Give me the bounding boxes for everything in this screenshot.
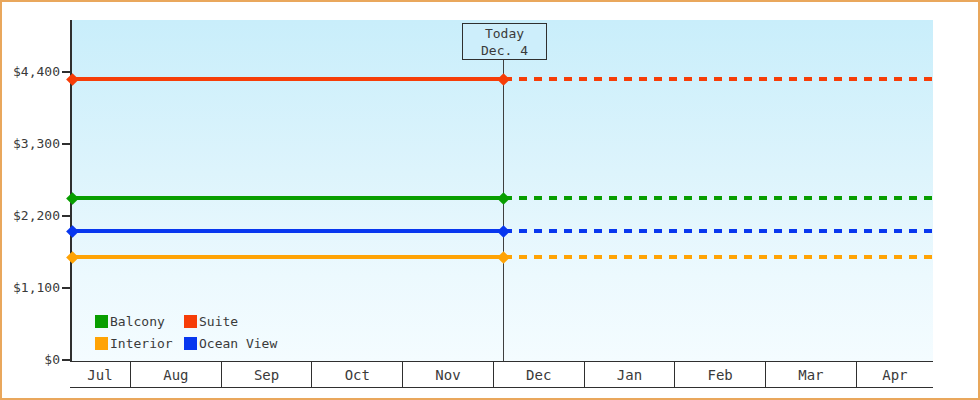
month-cell-jul: Jul [70,362,130,387]
month-cell-aug: Aug [130,362,221,387]
x-axis-month-band: JulAugSepOctNovDecJanFebMarApr [70,361,933,388]
legend-swatch-interior [95,337,108,350]
y-axis-tick-1100 [62,287,70,289]
legend-swatch-balcony [95,315,108,328]
y-axis-label-3300: $3,300 [4,136,60,152]
month-cell-dec: Dec [493,362,584,387]
y-axis-tick-4400 [62,71,70,73]
y-axis-tick-3300 [62,143,70,145]
legend-label-balcony: Balcony [110,314,165,329]
legend-swatch-suite [184,315,197,328]
month-cell-mar: Mar [765,362,856,387]
month-cell-apr: Apr [856,362,933,387]
y-axis-label-2200: $2,200 [4,208,60,224]
y-axis-label-1100: $1,100 [4,280,60,296]
series-line-interior-solid [72,255,504,259]
legend-label-interior: Interior [110,336,173,351]
month-cell-oct: Oct [311,362,402,387]
month-cell-feb: Feb [674,362,765,387]
legend-item-balcony: Balcony [95,314,184,329]
legend-label-ocean-view: Ocean View [199,336,277,351]
legend-item-ocean-view: Ocean View [184,336,277,351]
legend-item-suite: Suite [184,314,277,329]
series-line-balcony-dashed [504,196,934,200]
y-axis-tick-0 [62,359,70,361]
legend-item-interior: Interior [95,336,184,351]
plot-area [70,20,933,361]
y-axis-tick-2200 [62,215,70,217]
series-line-interior-dashed [504,255,934,259]
y-axis-label-4400: $4,400 [4,64,60,80]
today-label-line2: Dec. 4 [463,42,546,59]
series-line-suite-dashed [504,77,934,81]
month-cell-jan: Jan [584,362,675,387]
chart-frame: JulAugSepOctNovDecJanFebMarApr Balcony Su… [0,0,980,400]
legend: Balcony Suite Interior Ocean View [95,314,277,351]
month-cell-nov: Nov [402,362,493,387]
series-line-ocean-view-dashed [504,229,934,233]
legend-label-suite: Suite [199,314,238,329]
today-vertical-line [503,59,504,361]
series-line-balcony-solid [72,196,504,200]
today-label-box: Today Dec. 4 [462,23,547,60]
month-cell-sep: Sep [221,362,312,387]
series-line-suite-solid [72,77,504,81]
today-label-line1: Today [463,25,546,42]
y-axis-label-0: $0 [4,352,60,368]
legend-swatch-ocean-view [184,337,197,350]
series-line-ocean-view-solid [72,229,504,233]
